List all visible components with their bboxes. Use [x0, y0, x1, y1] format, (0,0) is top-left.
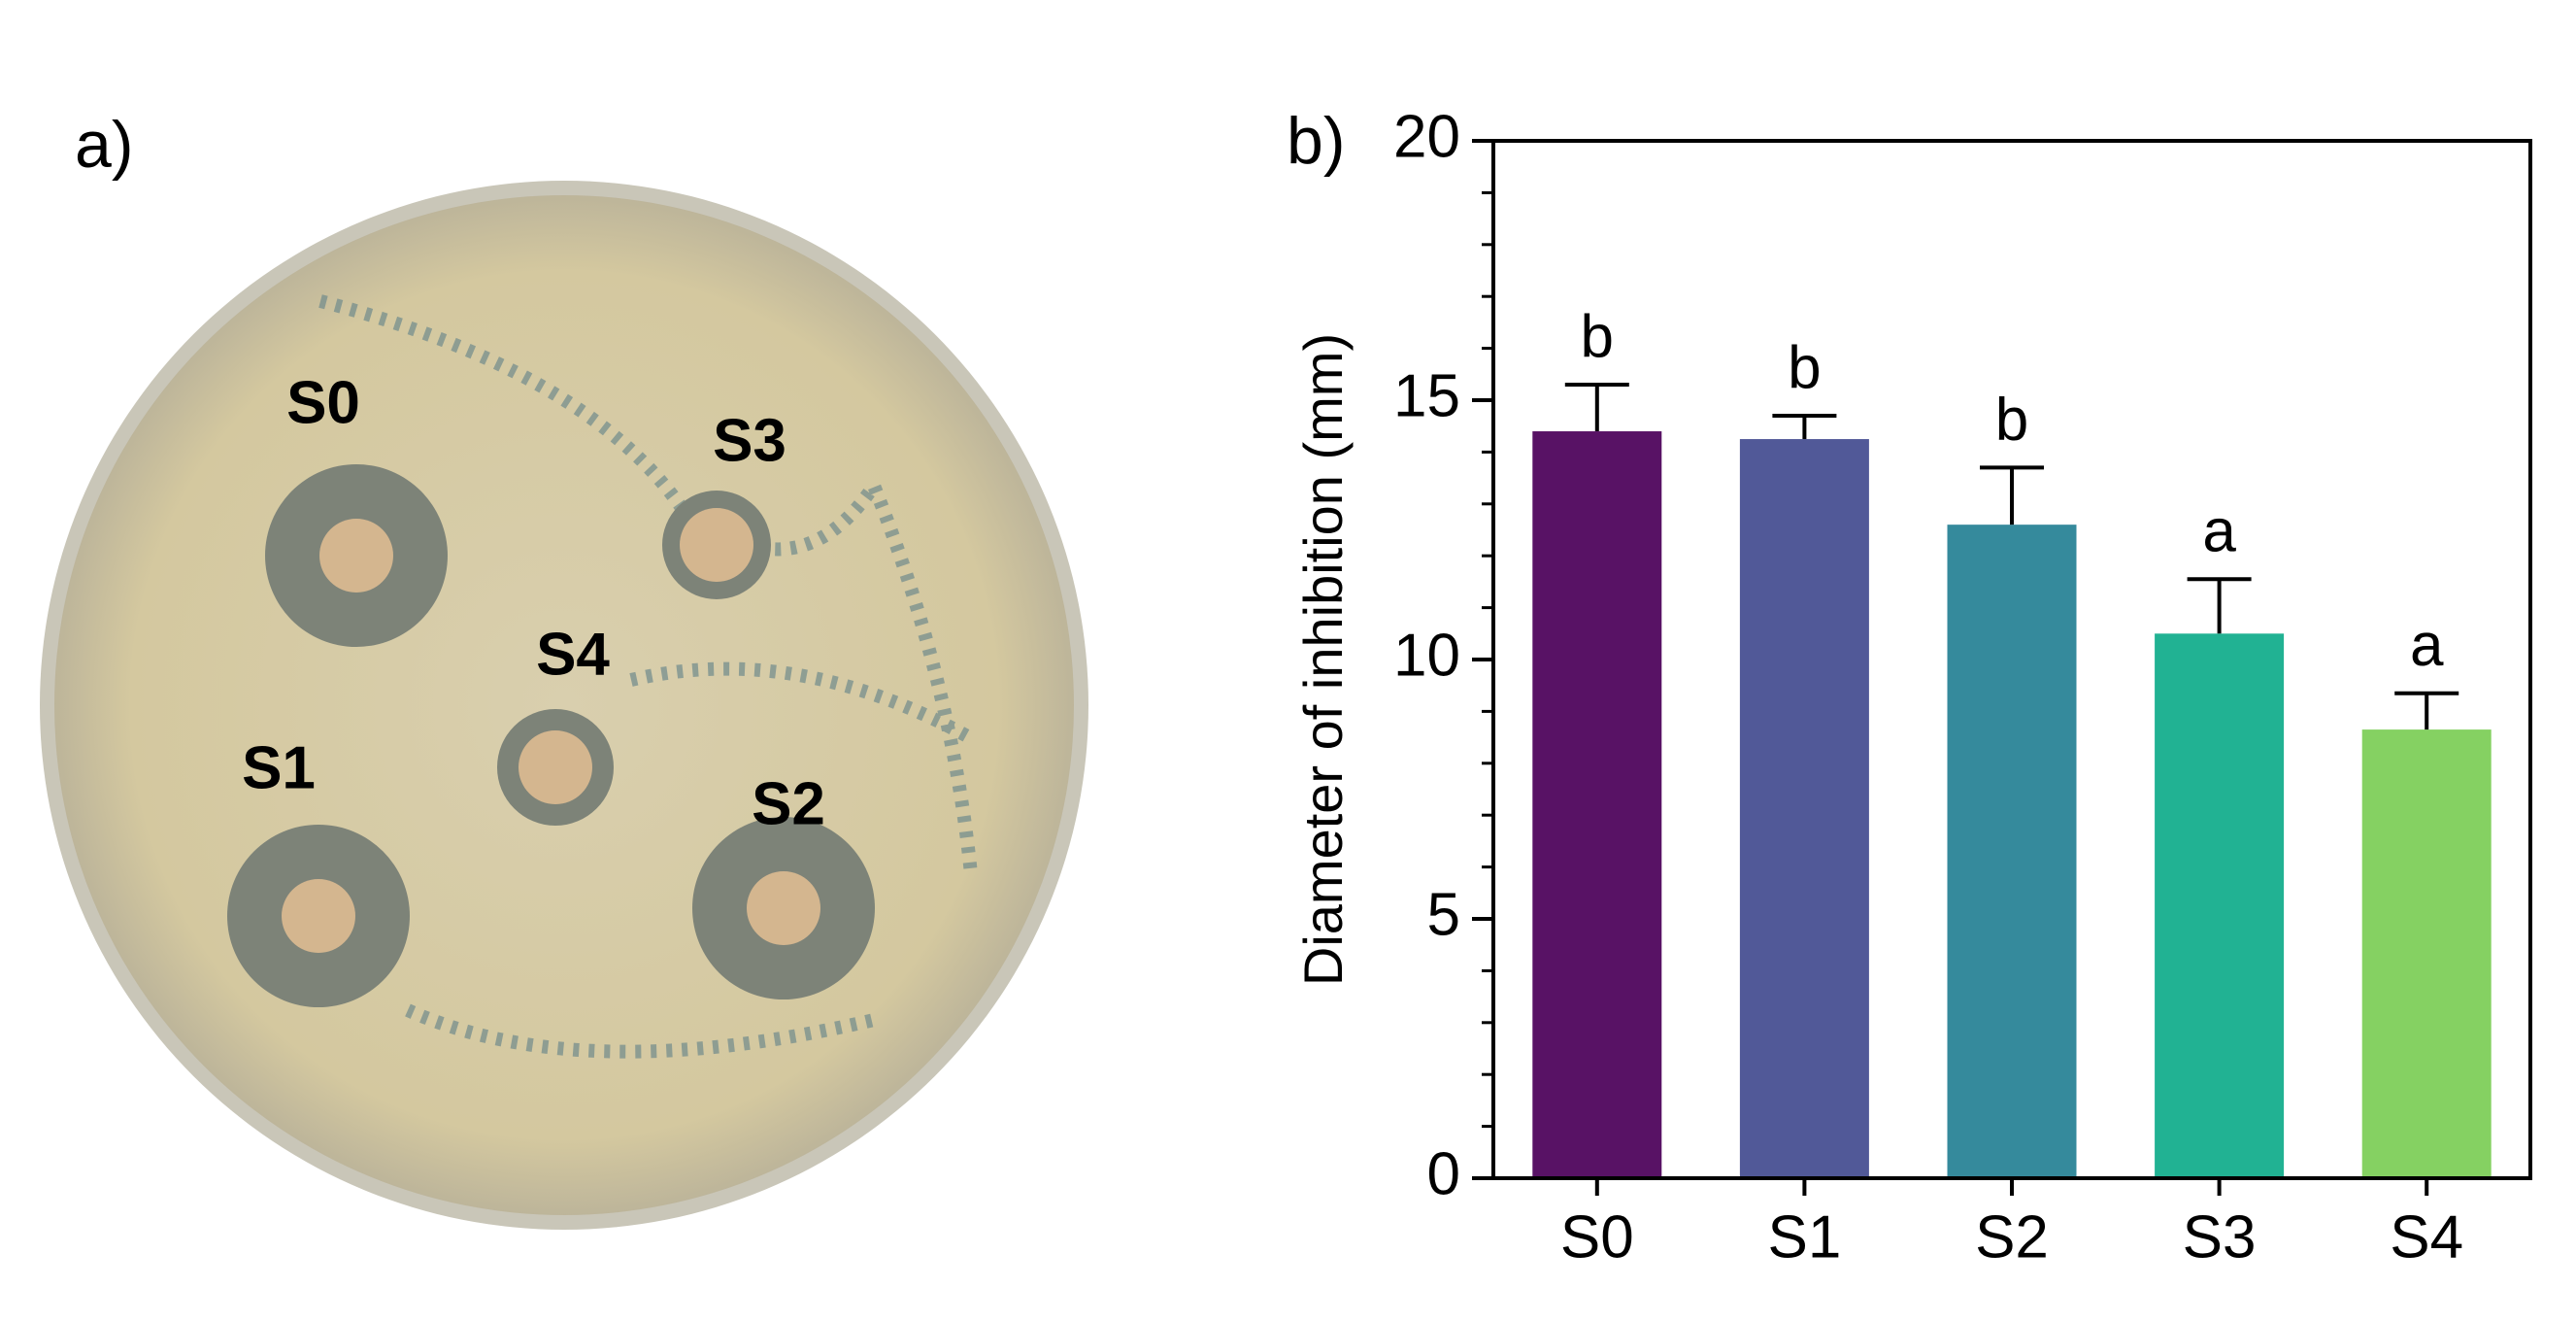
- wells: [227, 464, 875, 1007]
- y-tick-label: 0: [1427, 1140, 1460, 1207]
- disc: [319, 519, 393, 593]
- y-tick-label: 15: [1393, 362, 1460, 429]
- y-axis-label: Diameter of inhibition (mm): [1292, 333, 1354, 986]
- panel-label: b): [1287, 104, 1345, 178]
- disc: [747, 871, 820, 945]
- bar: [2361, 729, 2492, 1178]
- x-tick-label: S0: [1560, 1203, 1634, 1270]
- bar: [1739, 439, 1869, 1178]
- y-tick-label: 5: [1427, 881, 1460, 948]
- bar: [2155, 633, 2285, 1178]
- y-tick-label: 20: [1393, 103, 1460, 170]
- x-tick-label: S4: [2390, 1203, 2463, 1270]
- disc: [680, 508, 753, 582]
- disc: [282, 879, 355, 953]
- panel-label: a): [75, 108, 133, 182]
- significance-letter: b: [1788, 334, 1821, 401]
- x-tick-label: S3: [2183, 1203, 2257, 1270]
- well-label: S1: [242, 734, 316, 801]
- panel-a: a) S0 S3 S4 S1 S2: [40, 108, 1088, 1230]
- well-label: S2: [752, 770, 825, 837]
- x-tick-label: S1: [1767, 1203, 1841, 1270]
- significance-letter: b: [1581, 303, 1614, 370]
- significance-letter: b: [1995, 387, 2028, 454]
- bacterial-growth: [318, 294, 978, 1059]
- well-label: S4: [536, 621, 610, 688]
- agar: [54, 195, 1074, 1215]
- well-label: S3: [713, 407, 786, 474]
- bar: [1532, 431, 1662, 1178]
- bar: [1947, 525, 2077, 1178]
- y-tick-label: 10: [1393, 622, 1460, 689]
- x-tick-label: S2: [1975, 1203, 2049, 1270]
- panel-b: b) Diameter of inhibition (mm) 0 5 10 15 20 b…: [1287, 103, 2532, 1270]
- well-label: S0: [286, 369, 360, 436]
- significance-letter: a: [2410, 612, 2444, 679]
- plot-frame: [1491, 139, 2532, 1180]
- significance-letter: a: [2202, 498, 2236, 565]
- disc: [519, 730, 592, 804]
